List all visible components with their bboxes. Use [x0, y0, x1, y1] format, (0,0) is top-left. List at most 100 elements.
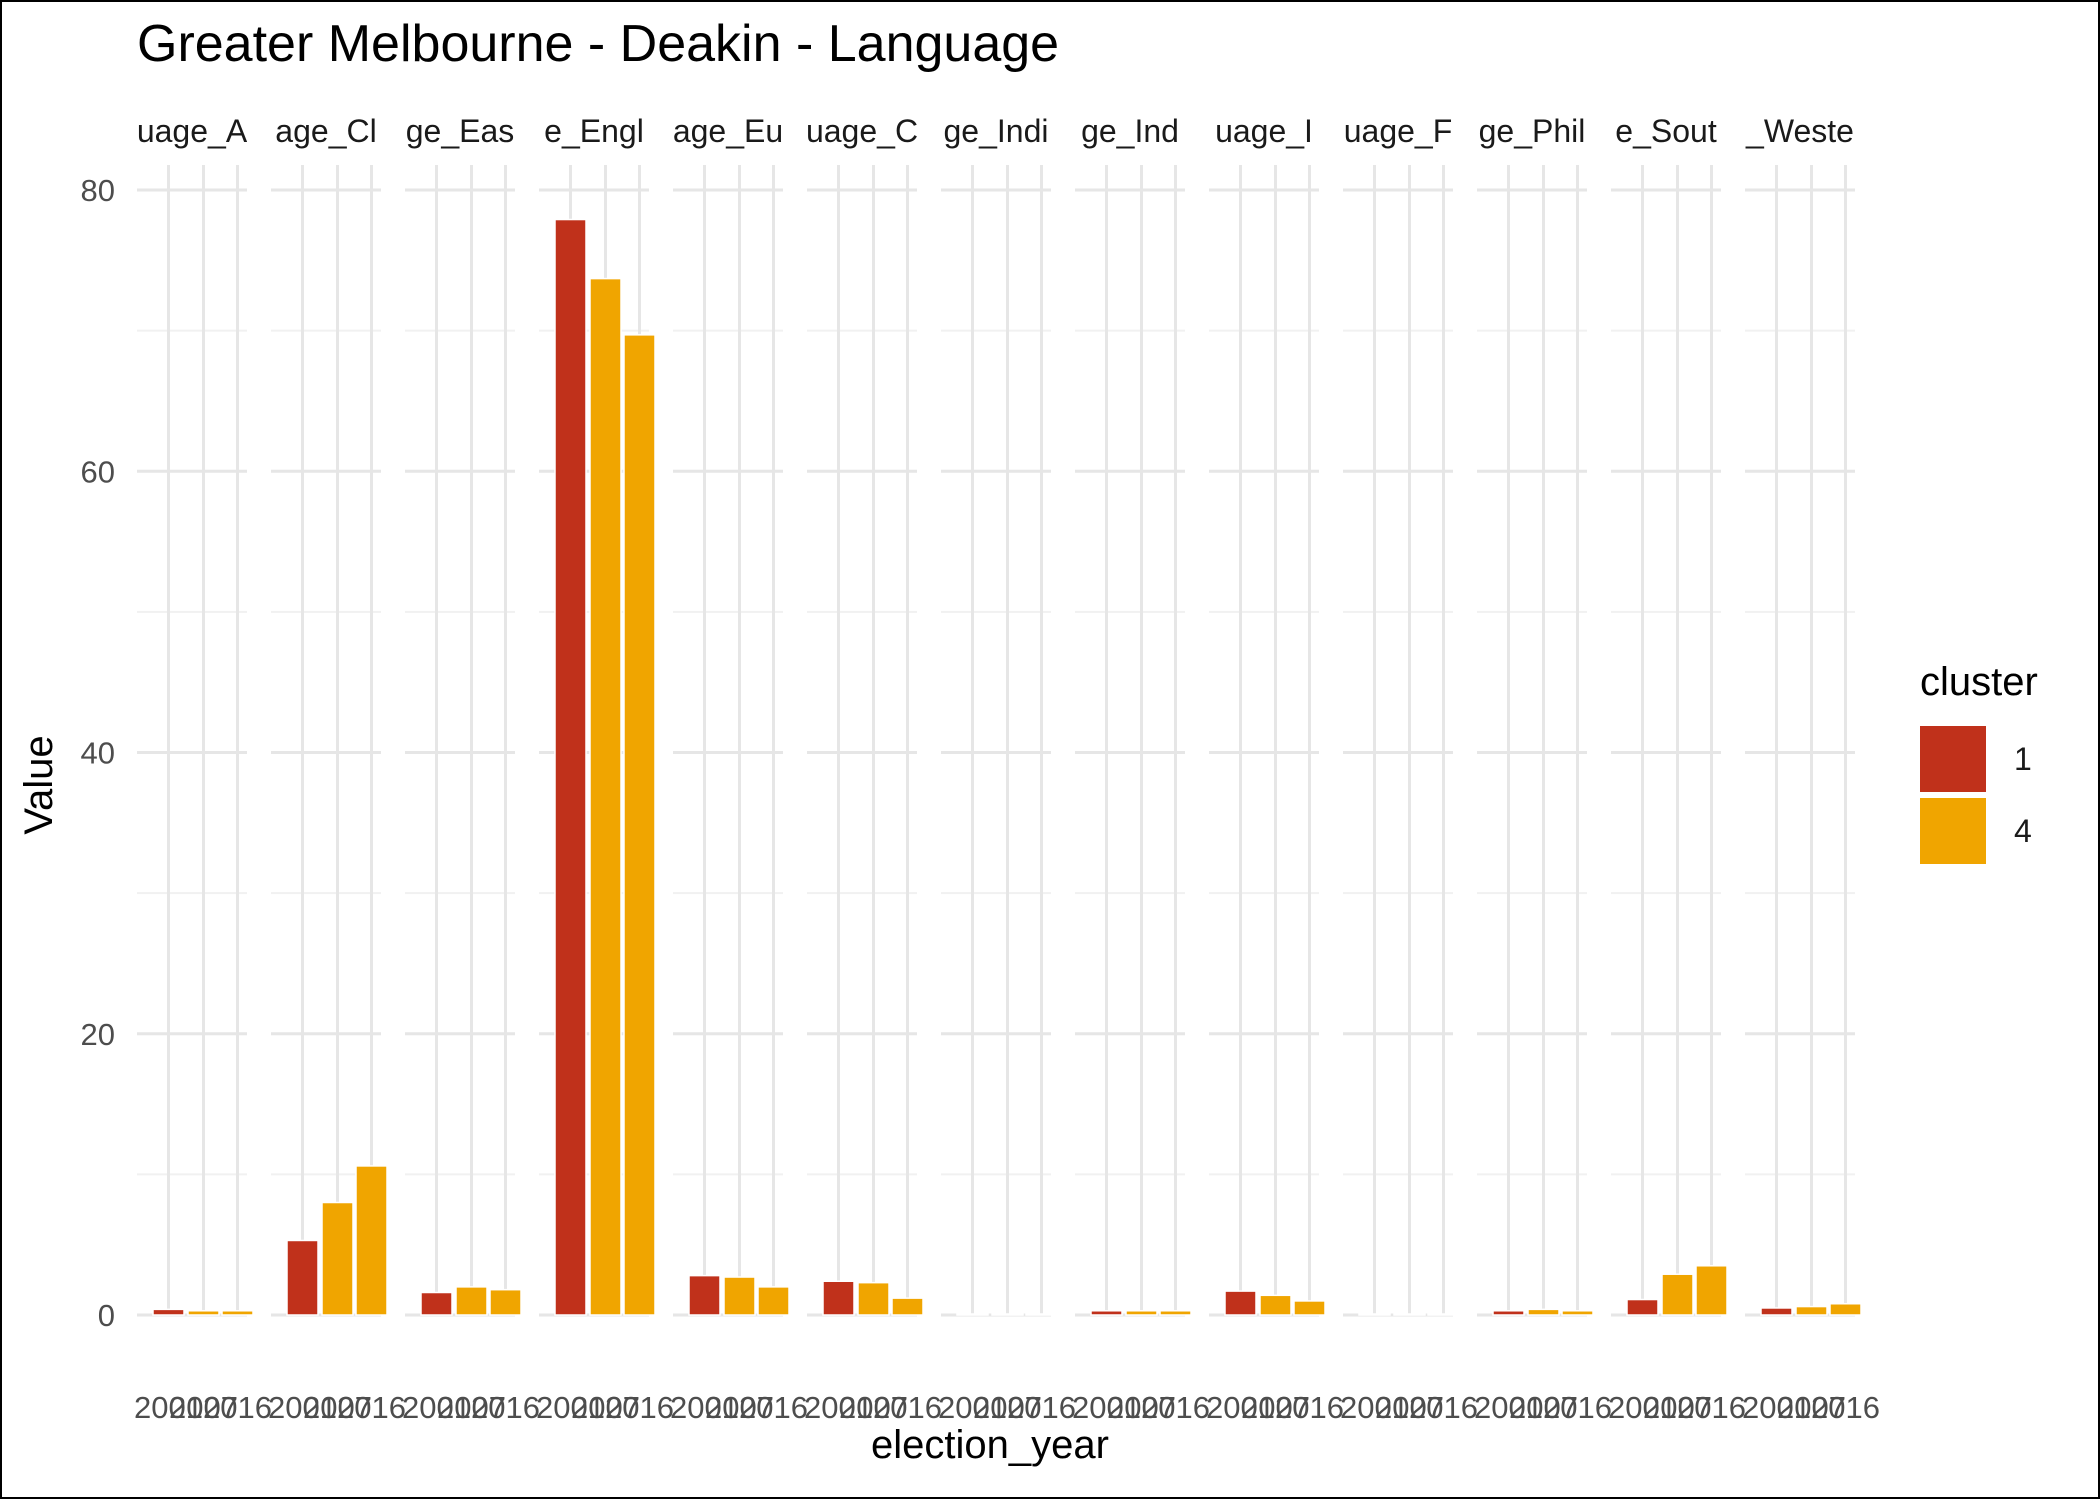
- x-tick-label: 2007: [839, 1390, 908, 1425]
- bar: [1760, 1307, 1793, 1316]
- legend-item-4: 4: [1920, 795, 2038, 867]
- bar: [891, 1297, 924, 1316]
- facet-strip-layer: uage_A age_Cl ge_Eas e_Engl age_Eu uage_C ge_I…: [137, 113, 1854, 149]
- x-tick-label: 2001: [402, 1390, 471, 1425]
- facet-strip-label: uage_A: [137, 113, 248, 149]
- x-tick-label: 2016: [1677, 1390, 1746, 1425]
- bar: [623, 334, 656, 1316]
- bar: [1661, 1273, 1694, 1316]
- facet-strip-label: _Weste: [1745, 113, 1854, 149]
- bar: [1025, 1313, 1058, 1316]
- x-tick-label: 2001: [1072, 1390, 1141, 1425]
- x-tick-label: 2016: [1409, 1390, 1478, 1425]
- x-tick-label: 2001: [1742, 1390, 1811, 1425]
- x-tick-label: 2016: [873, 1390, 942, 1425]
- facet-strip-label: e_Sout: [1615, 113, 1717, 149]
- facet-strip-label: ge_Phil: [1479, 113, 1586, 149]
- x-tick-label: 2016: [1543, 1390, 1612, 1425]
- y-tick-label: 60: [81, 454, 115, 489]
- bar: [1427, 1313, 1460, 1316]
- legend-label-4: 4: [2014, 812, 2032, 849]
- bar: [321, 1201, 354, 1316]
- x-tick-label: 2007: [303, 1390, 372, 1425]
- bar: [1527, 1308, 1560, 1316]
- legend: cluster 1 4: [1920, 660, 2038, 867]
- x-tick-label: 2001: [938, 1390, 1007, 1425]
- bar: [221, 1310, 254, 1316]
- legend-title: cluster: [1920, 660, 2038, 704]
- facet-strip-label: ge_Ind: [1081, 113, 1179, 149]
- facet-strip-label: age_Eu: [673, 113, 783, 149]
- x-tick-label: 2016: [203, 1390, 272, 1425]
- x-tick-label: 2001: [1608, 1390, 1677, 1425]
- facet-strip-label: uage_F: [1344, 113, 1453, 149]
- x-tick-label: 2007: [571, 1390, 640, 1425]
- bar: [857, 1281, 890, 1316]
- chart-title: Greater Melbourne - Deakin - Language: [137, 15, 1060, 73]
- x-tick-label: 2007: [1241, 1390, 1310, 1425]
- bar: [991, 1313, 1024, 1316]
- bar: [1090, 1310, 1123, 1316]
- bar: [489, 1288, 522, 1316]
- x-tick-label: 2016: [739, 1390, 808, 1425]
- x-tick-label: 2007: [1643, 1390, 1712, 1425]
- y-tick-label: 20: [81, 1017, 115, 1052]
- x-tick-label: 2001: [536, 1390, 605, 1425]
- bar: [1626, 1298, 1659, 1316]
- legend-swatch-4: [1920, 798, 1986, 864]
- bar: [187, 1310, 220, 1316]
- facet-strip-label: age_Cl: [275, 113, 376, 149]
- bar: [1561, 1310, 1594, 1316]
- label-layer: 2001200720162001200720162001200720162001…: [81, 173, 1880, 1425]
- facet-strip-label: uage_I: [1215, 113, 1313, 149]
- facet-strip-label: e_Engl: [544, 113, 644, 149]
- bar: [1259, 1294, 1292, 1316]
- y-tick-label: 40: [81, 736, 115, 771]
- y-tick-label: 80: [81, 173, 115, 208]
- bar: [286, 1239, 319, 1316]
- bar: [688, 1274, 721, 1316]
- bar: [1125, 1310, 1158, 1316]
- x-tick-label: 2001: [804, 1390, 873, 1425]
- x-tick-label: 2001: [1206, 1390, 1275, 1425]
- bar: [956, 1313, 989, 1316]
- bar-layer: [152, 218, 1862, 1316]
- bar: [822, 1280, 855, 1316]
- bar: [420, 1291, 453, 1316]
- legend-item-1: 1: [1920, 723, 2038, 795]
- x-tick-label: 2007: [705, 1390, 774, 1425]
- x-tick-label: 2016: [605, 1390, 674, 1425]
- facet-strip-label: ge_Eas: [406, 113, 515, 149]
- bar: [1293, 1300, 1326, 1316]
- x-tick-label: 2001: [670, 1390, 739, 1425]
- x-tick-label: 2007: [1509, 1390, 1578, 1425]
- x-tick-label: 2016: [1275, 1390, 1344, 1425]
- bar: [757, 1286, 790, 1316]
- x-tick-label: 2016: [1141, 1390, 1210, 1425]
- bar: [554, 218, 587, 1316]
- x-tick-label: 2007: [1107, 1390, 1176, 1425]
- x-axis-label: election_year: [871, 1423, 1109, 1467]
- legend-label-1: 1: [2014, 740, 2032, 777]
- bar: [1492, 1310, 1525, 1316]
- bar: [1795, 1305, 1828, 1316]
- x-tick-label: 2007: [437, 1390, 506, 1425]
- x-tick-label: 2001: [268, 1390, 337, 1425]
- bar: [355, 1165, 388, 1316]
- facet-strip-label: ge_Indi: [944, 113, 1049, 149]
- bar: [723, 1276, 756, 1316]
- bar: [589, 277, 622, 1316]
- x-tick-label: 2016: [1811, 1390, 1880, 1425]
- x-tick-label: 2007: [169, 1390, 238, 1425]
- facet-strip-label: uage_C: [806, 113, 918, 149]
- x-tick-label: 2016: [471, 1390, 540, 1425]
- bar: [1829, 1303, 1862, 1316]
- x-tick-label: 2001: [1340, 1390, 1409, 1425]
- bar: [1393, 1313, 1426, 1316]
- x-tick-label: 2007: [973, 1390, 1042, 1425]
- bar: [455, 1286, 488, 1316]
- bar: [1159, 1310, 1192, 1316]
- bar: [1358, 1313, 1391, 1316]
- legend-swatch-1: [1920, 726, 1986, 792]
